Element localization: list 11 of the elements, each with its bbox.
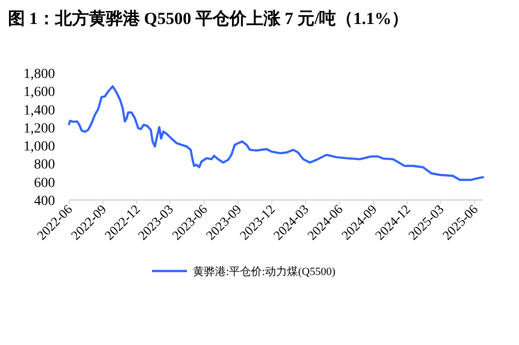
y-tick-label: 1,200 [24, 121, 55, 136]
y-tick-label: 600 [34, 176, 55, 191]
legend-label: 黄骅港:平仓价:动力煤(Q5500) [193, 265, 336, 278]
y-tick-label: 400 [34, 194, 55, 209]
y-tick-label: 1,400 [24, 103, 55, 118]
title: 图 1：北方黄骅港 Q5500 平仓价上涨 7 元/吨（1.1%） [8, 9, 408, 28]
y-tick-label: 1,600 [24, 85, 55, 100]
legend: 黄骅港:平仓价:动力煤(Q5500) [152, 266, 336, 278]
y-tick-label: 1,800 [24, 67, 55, 82]
y-tick-label: 800 [34, 158, 55, 173]
y-tick-label: 1,000 [24, 140, 55, 155]
